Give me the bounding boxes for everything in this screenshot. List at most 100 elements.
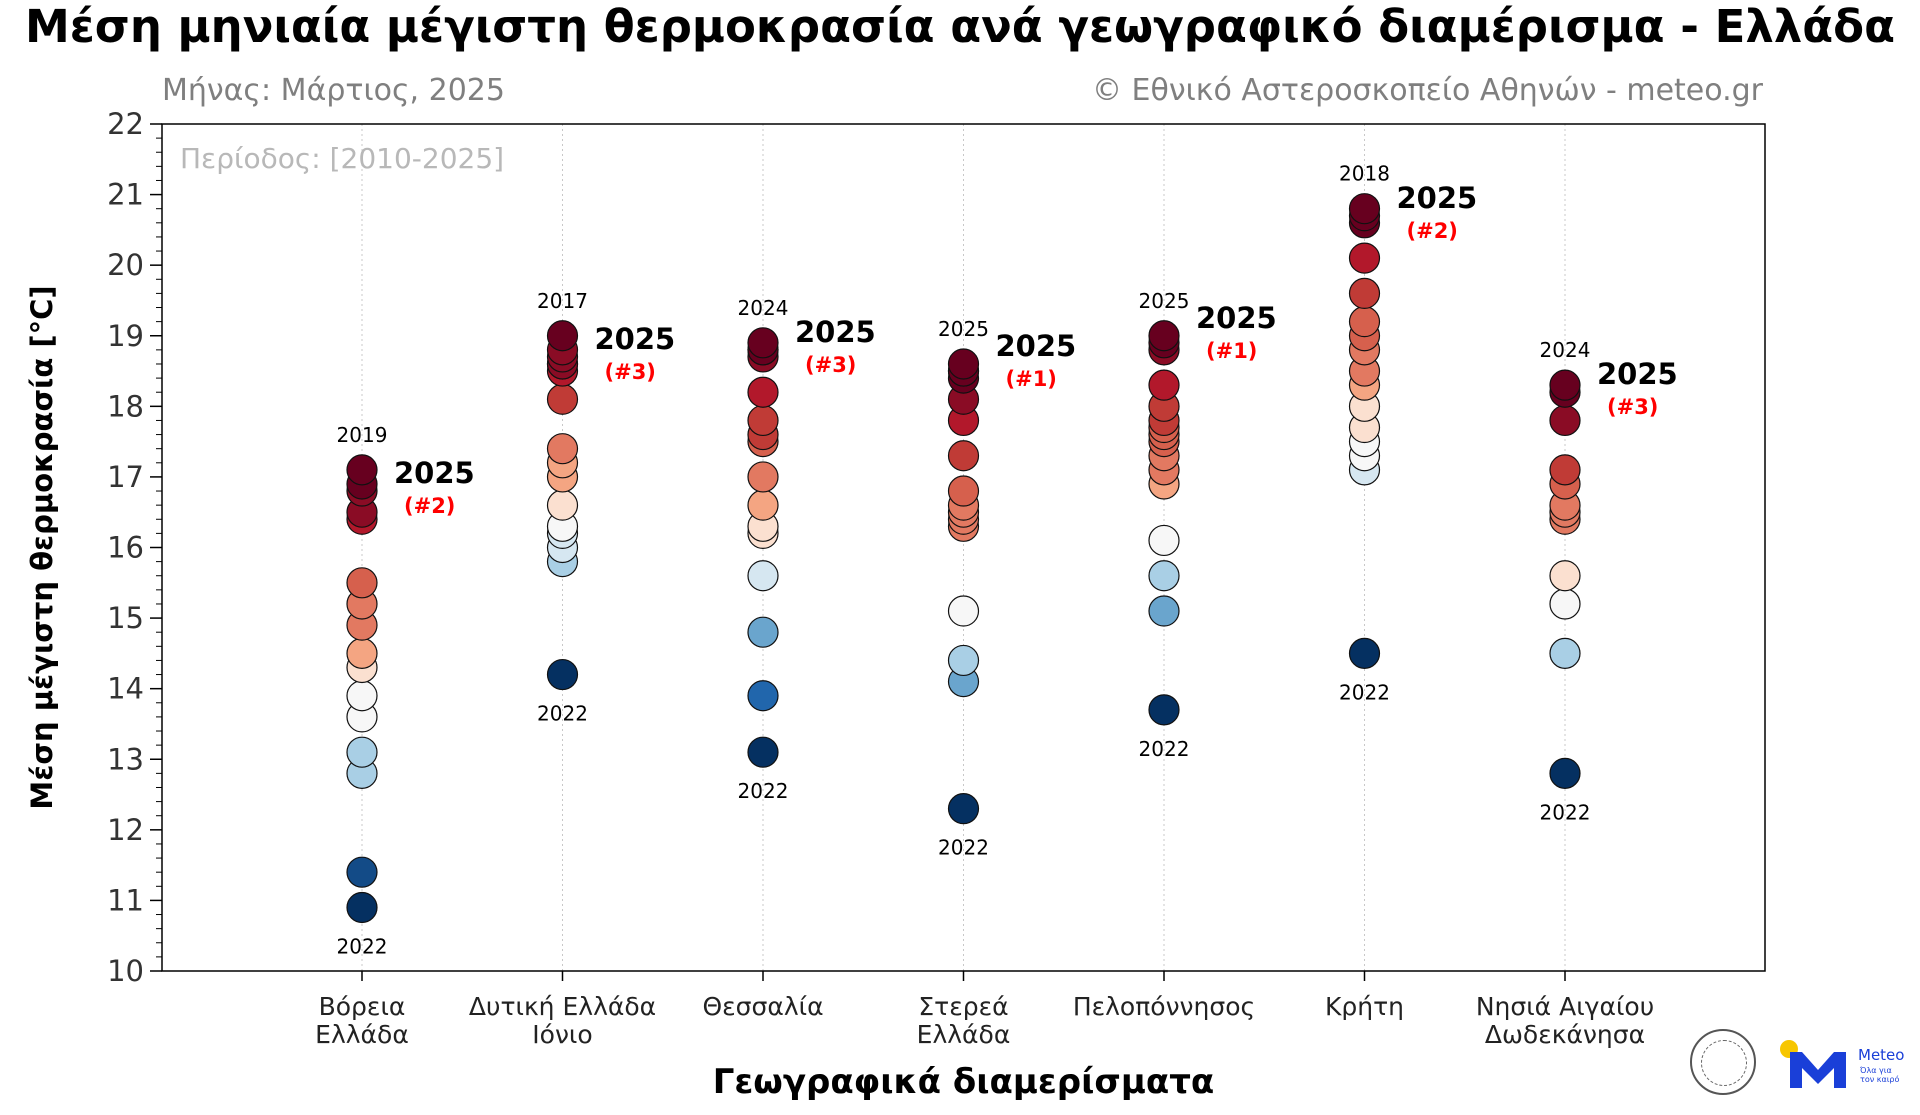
- data-point: [546, 489, 579, 521]
- y-tick-label: 21: [107, 178, 144, 212]
- data-point: [346, 454, 378, 486]
- max-year-label: 2017: [537, 289, 588, 313]
- y-tick-label: 16: [107, 531, 144, 565]
- x-tick-label: Δυτική Ελλάδα Ιόνιο: [469, 992, 656, 1049]
- data-point: [1549, 369, 1581, 401]
- data-point: [747, 736, 779, 768]
- data-point: [1348, 242, 1381, 274]
- data-point: [947, 793, 980, 825]
- data-point: [747, 404, 779, 437]
- data-point: [1348, 277, 1381, 309]
- data-labels: 2019 2022 2025 (#2) 2017 2022 2025 (#3) 2024 2022…: [337, 162, 1678, 959]
- data-point: [747, 376, 779, 408]
- year-2025-label: 2025: [394, 456, 475, 490]
- data-point: [747, 560, 779, 592]
- y-tick-label: 22: [107, 107, 144, 141]
- data-point: [346, 891, 378, 924]
- y-tick-label: 19: [107, 319, 144, 353]
- y-tick-label: 13: [107, 742, 144, 776]
- min-year-label: 2022: [1139, 737, 1190, 761]
- x-tick-label: Θεσσαλία: [702, 992, 823, 1021]
- max-year-label: 2024: [1540, 338, 1591, 362]
- year-2025-label: 2025: [1196, 301, 1277, 335]
- data-point: [747, 616, 779, 648]
- year-2025-label: 2025: [595, 322, 676, 356]
- data-point: [747, 327, 779, 359]
- min-year-label: 2022: [1540, 800, 1591, 824]
- data-point: [346, 736, 378, 768]
- y-axis: 10 11 12 13 14 15 16 17 18 19 20 21 22: [107, 107, 162, 988]
- data-point: [1148, 560, 1180, 592]
- min-year-label: 2022: [1339, 680, 1390, 704]
- min-year-label: 2022: [337, 934, 388, 958]
- min-year-label: 2022: [537, 702, 588, 726]
- y-tick-label: 12: [107, 813, 144, 847]
- x-tick-label: Κρήτη: [1325, 992, 1404, 1021]
- rank-2025-label: (#2): [404, 494, 455, 518]
- min-year-label: 2022: [738, 779, 789, 803]
- rank-2025-label: (#3): [605, 360, 656, 384]
- data-point: [947, 475, 980, 507]
- data-point: [1148, 369, 1180, 401]
- data-point: [1348, 306, 1381, 338]
- data-point: [546, 383, 579, 415]
- data-point: [947, 440, 980, 472]
- data-point: [1148, 320, 1180, 352]
- data-point: [1148, 524, 1180, 557]
- data-point: [1549, 757, 1581, 789]
- y-tick-label: 17: [107, 460, 144, 494]
- meteo-logo-tagline: Όλα για τον καιρό: [1860, 1066, 1900, 1084]
- max-year-label: 2025: [938, 317, 989, 341]
- data-point: [1148, 595, 1180, 627]
- y-axis-title: Μέση μέγιστη θερμοκρασία [°C]: [25, 285, 59, 809]
- y-tick-label: 15: [107, 601, 144, 635]
- meteo-logo: Meteo Όλα για τον καιρό: [1780, 1040, 1904, 1090]
- data-point: [346, 567, 378, 599]
- data-point: [1348, 637, 1381, 669]
- data-point: [346, 856, 378, 888]
- x-tick-label: Νησιά Αιγαίου Δωδεκάνησα: [1476, 992, 1654, 1049]
- data-point: [747, 489, 779, 521]
- x-tick-label: Πελοπόννησος: [1073, 992, 1255, 1021]
- month-label: Μήνας: Μάρτιος, 2025: [162, 73, 505, 108]
- rank-2025-label: (#1): [1206, 339, 1257, 363]
- data-point: [947, 348, 980, 380]
- meteo-m-icon: [1790, 1052, 1846, 1088]
- max-year-label: 2024: [738, 296, 789, 320]
- data-point: [546, 658, 579, 691]
- data-point: [947, 595, 980, 627]
- rank-2025-label: (#2): [1407, 219, 1458, 243]
- year-2025-label: 2025: [1397, 181, 1478, 215]
- data-point: [747, 461, 779, 493]
- y-tick-label: 14: [107, 672, 144, 706]
- max-year-label: 2018: [1339, 162, 1390, 186]
- x-axis: Βόρεια Ελλάδα Δυτική Ελλάδα Ιόνιο Θεσσαλία Στ…: [315, 971, 1654, 1049]
- x-axis-title: Γεωγραφικά διαμερίσματα: [713, 1062, 1215, 1102]
- data-point: [1549, 560, 1581, 592]
- max-year-label: 2025: [1139, 289, 1190, 313]
- data-point: [346, 637, 378, 669]
- y-tick-label: 20: [107, 248, 144, 282]
- year-2025-label: 2025: [1597, 357, 1678, 391]
- data-points: [346, 193, 1581, 924]
- data-point: [1549, 454, 1581, 486]
- rank-2025-label: (#1): [1006, 367, 1057, 391]
- data-point: [747, 680, 779, 712]
- data-point: [1549, 404, 1581, 437]
- data-point: [947, 644, 980, 677]
- period-label: Περίοδος: [2010-2025]: [180, 142, 504, 175]
- observatory-seal-logo: [1690, 1029, 1756, 1095]
- data-point: [346, 680, 378, 712]
- min-year-label: 2022: [938, 836, 989, 860]
- data-point: [546, 433, 579, 465]
- meteo-logo-name: Meteo: [1858, 1046, 1905, 1064]
- y-tick-label: 11: [107, 883, 144, 917]
- year-2025-label: 2025: [996, 329, 1077, 363]
- x-tick-label: Βόρεια Ελλάδα: [315, 992, 409, 1049]
- data-point: [1549, 637, 1581, 669]
- max-year-label: 2019: [337, 423, 388, 447]
- y-tick-label: 10: [107, 954, 144, 988]
- data-point: [1549, 588, 1581, 620]
- rank-2025-label: (#3): [1607, 395, 1658, 419]
